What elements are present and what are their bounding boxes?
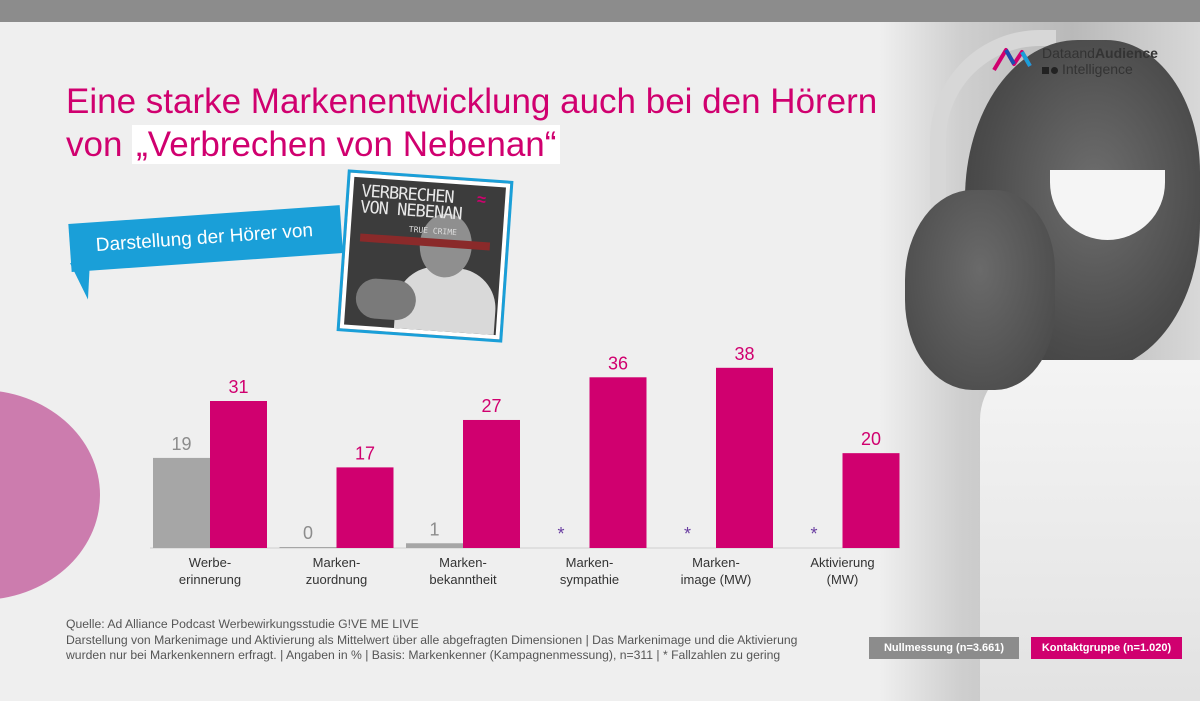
null-value-label-0: 19 bbox=[171, 434, 191, 454]
source-note: Quelle: Ad Alliance Podcast Werbewirkung… bbox=[66, 617, 866, 664]
person-hand-image bbox=[905, 190, 1055, 390]
null-bar-0 bbox=[153, 457, 210, 548]
category-label-4-line-0: Marken- bbox=[692, 555, 740, 570]
insufficient-sample-marker-3: * bbox=[557, 524, 564, 544]
category-label-0-line-0: Werbe- bbox=[189, 555, 231, 570]
kontakt-bar-2 bbox=[463, 419, 520, 548]
category-label-0-line-1: erinnerung bbox=[179, 572, 241, 587]
logo-text-line1: DataandAudience bbox=[1042, 45, 1158, 61]
top-bar bbox=[0, 0, 1200, 22]
source-line-1: Quelle: Ad Alliance Podcast Werbewirkung… bbox=[66, 617, 419, 631]
source-line-2: Darstellung von Markenimage und Aktivier… bbox=[66, 632, 798, 647]
kontakt-bar-1 bbox=[336, 467, 394, 548]
kontakt-value-label-2: 27 bbox=[481, 396, 501, 416]
category-label-3-line-1: sympathie bbox=[560, 572, 619, 587]
null-value-label-2: 1 bbox=[429, 519, 439, 539]
kontakt-bar-4 bbox=[716, 367, 773, 548]
category-label-1-line-0: Marken- bbox=[313, 555, 361, 570]
kontakt-bar-5 bbox=[842, 453, 900, 548]
category-label-4-line-1: image (MW) bbox=[681, 572, 752, 587]
category-label-5-line-0: Aktivierung bbox=[810, 555, 874, 570]
insufficient-sample-marker-4: * bbox=[684, 524, 691, 544]
logo-mark-icon bbox=[992, 48, 1032, 72]
brand-logo: DataandAudience Intelligence bbox=[992, 44, 1182, 80]
insufficient-sample-marker-5: * bbox=[810, 524, 817, 544]
kontakt-bar-0 bbox=[210, 401, 267, 548]
title-line-2: von „Verbrechen von Nebenan“ bbox=[66, 123, 877, 166]
kontakt-value-label-0: 31 bbox=[228, 377, 248, 397]
kontakt-bar-3 bbox=[589, 377, 647, 548]
kontakt-value-label-3: 36 bbox=[608, 353, 628, 373]
category-label-3-line-0: Marken- bbox=[566, 555, 614, 570]
null-value-label-1: 0 bbox=[303, 523, 313, 543]
source-line-3: wurden nur bei Markenkennern erfragt. | … bbox=[66, 648, 781, 662]
kontakt-value-label-1: 17 bbox=[355, 443, 375, 463]
kontakt-value-label-4: 38 bbox=[734, 344, 754, 364]
category-label-1-line-1: zuordnung bbox=[306, 572, 367, 587]
category-label-2-line-0: Marken- bbox=[439, 555, 487, 570]
legend-null: Nullmessung (n=3.661) bbox=[869, 637, 1019, 659]
logo-text-line2: Intelligence bbox=[1042, 61, 1133, 77]
category-label-5-line-1: (MW) bbox=[827, 572, 859, 587]
null-bar-2 bbox=[406, 543, 463, 548]
category-label-2-line-1: bekanntheit bbox=[429, 572, 497, 587]
legend-kontakt: Kontaktgruppe (n=1.020) bbox=[1031, 637, 1182, 659]
title-highlight: „Verbrechen von Nebenan“ bbox=[132, 125, 561, 164]
null-bar-1 bbox=[279, 547, 337, 548]
kontakt-value-label-5: 20 bbox=[861, 429, 881, 449]
title-line-1: Eine starke Markenentwicklung auch bei d… bbox=[66, 82, 878, 121]
page-title: Eine starke Markenentwicklung auch bei d… bbox=[66, 80, 877, 166]
